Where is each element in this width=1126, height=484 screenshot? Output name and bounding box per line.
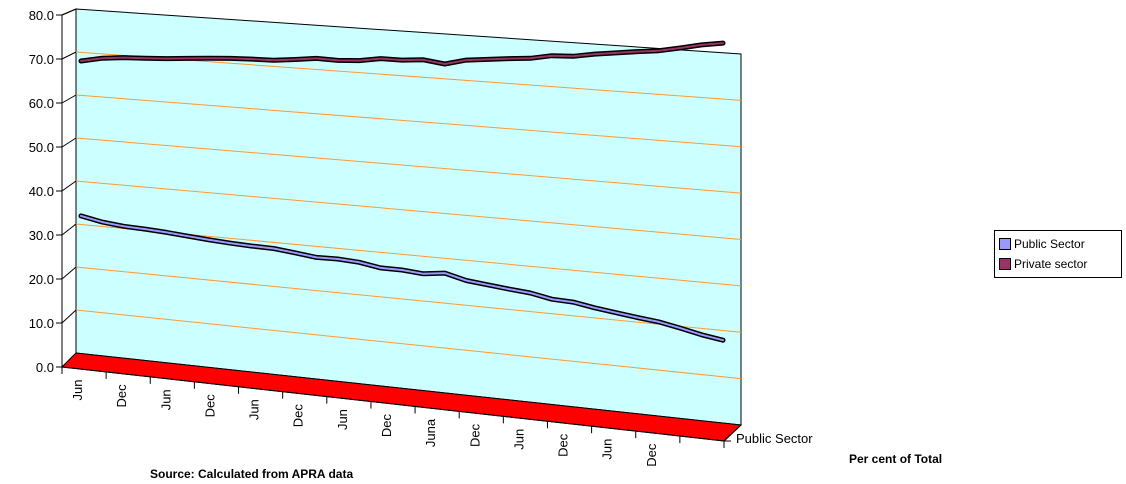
y-tick-label: 0.0 — [36, 360, 54, 375]
x-tick-label: Dec — [467, 423, 482, 447]
x-tick-label: Dec — [114, 384, 129, 408]
x-tick-label: Dec — [556, 433, 571, 457]
x-tick-label: Jun — [70, 379, 85, 400]
y-tick-label: 70.0 — [29, 52, 54, 67]
side-gridline — [61, 309, 77, 324]
x-tick-label: Dec — [644, 443, 659, 467]
y-axis: 0.0 10.0 20.0 30.0 40.0 50.0 60.0 70.0 80.0 — [29, 8, 63, 375]
y-tick-label: 40.0 — [29, 184, 54, 199]
x-tick-label: Dec — [202, 394, 217, 418]
source-note: Source: Calculated from APRA data — [150, 467, 353, 481]
y-tick-label: 30.0 — [29, 228, 54, 243]
x-tick-label: Juna — [423, 418, 438, 447]
gridline — [75, 180, 742, 240]
y-tick-label: 10.0 — [29, 316, 54, 331]
side-gridline — [61, 223, 77, 236]
x-tick-label: Jun — [600, 439, 615, 460]
series-line-private-sector — [80, 42, 724, 65]
x-tick-label: Jun — [158, 389, 173, 410]
x-axis: Jun Dec Jun Dec Jun Dec Jun Dec Juna Dec Jun Dec Jun… — [61, 366, 742, 467]
y-tick-label: 80.0 — [29, 8, 54, 23]
x-tick-label: Jun — [335, 409, 350, 430]
legend-item-private-sector: Private sector — [999, 254, 1117, 274]
gridline — [75, 137, 742, 194]
chart-side-wall — [61, 8, 77, 369]
side-gridline — [61, 137, 77, 148]
depth-axis-line — [723, 424, 742, 442]
y-tick-label: 50.0 — [29, 140, 54, 155]
depth-axis-label: Public Sector — [736, 431, 813, 446]
side-gridline — [61, 180, 77, 192]
series-lines — [78, 40, 726, 343]
legend-item-public-sector: Public Sector — [999, 234, 1117, 254]
x-tick-label: Dec — [379, 414, 394, 438]
legend: Public Sector Private sector — [994, 230, 1122, 278]
x-tick-label: Jun — [247, 399, 262, 420]
x-tick-label: Dec — [291, 404, 306, 428]
legend-label-public-sector: Public Sector — [1014, 237, 1085, 251]
side-gridline — [61, 51, 77, 60]
y-tick-label: 20.0 — [29, 272, 54, 287]
gridline — [75, 266, 742, 333]
side-gridline — [61, 266, 77, 280]
legend-swatch-private-sector — [999, 258, 1011, 270]
x-tick-label: Jun — [511, 429, 526, 450]
legend-label-private-sector: Private sector — [1014, 257, 1088, 271]
y-tick-label: 60.0 — [29, 96, 54, 111]
chart-back-wall — [75, 8, 742, 426]
legend-swatch-public-sector — [999, 238, 1011, 250]
side-gridline — [61, 8, 77, 16]
series-line-public-sector — [80, 214, 724, 342]
side-gridline — [61, 94, 77, 104]
gridline — [75, 94, 742, 148]
x-axis-line — [61, 366, 725, 442]
gridline — [75, 309, 742, 380]
y-axis-caption: Per cent of Total — [849, 452, 942, 466]
